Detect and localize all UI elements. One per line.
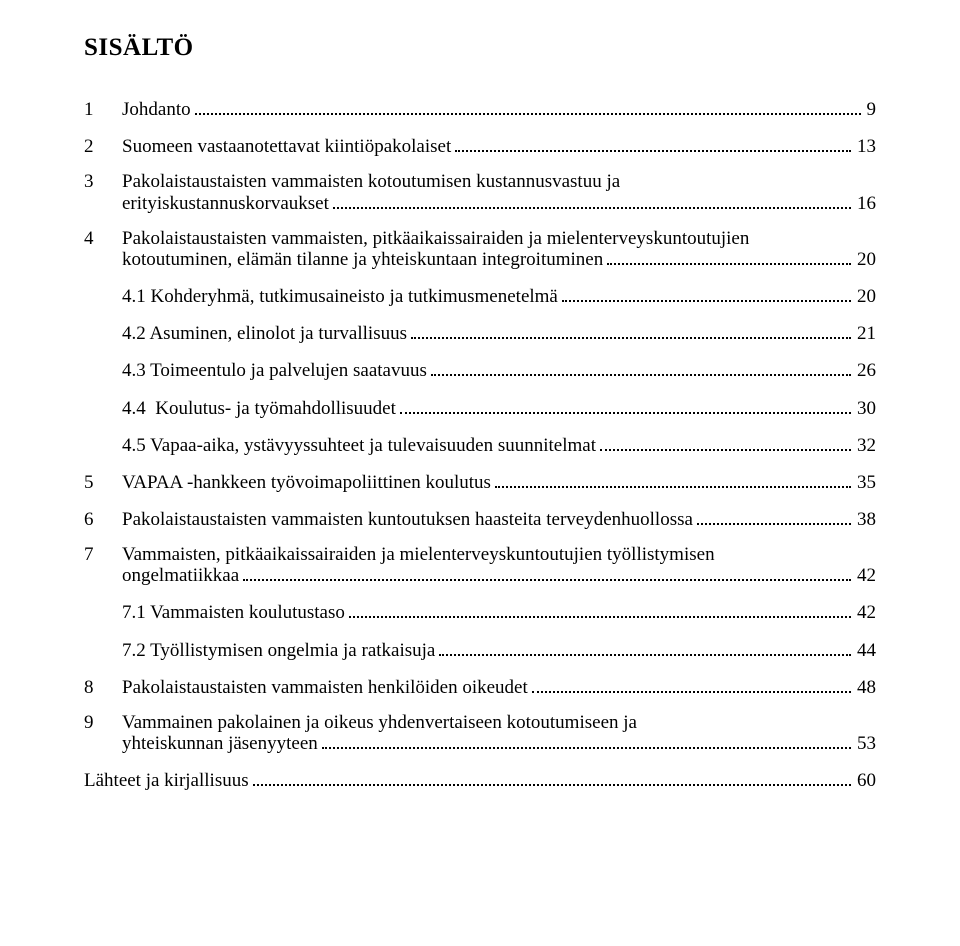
dot-leader [243, 564, 851, 581]
chapter-number: 1 [84, 100, 122, 119]
entry-text-line2: ongelmatiikkaa [122, 566, 239, 585]
chapter-number: 4 [84, 229, 122, 248]
dot-leader [322, 732, 851, 749]
entry-text: 4.2 Asuminen, elinolot ja turvallisuus [122, 324, 407, 343]
page-number: 13 [855, 137, 876, 156]
page-number: 20 [855, 287, 876, 306]
toc-entry: 2 Suomeen vastaanotettavat kiintiöpakola… [84, 135, 876, 156]
page-number: 48 [855, 678, 876, 697]
entry-text: 7.1 Vammaisten koulutustaso [122, 603, 345, 622]
dot-leader [607, 248, 851, 265]
toc-page: SISÄLTÖ 1 Johdanto 9 2 Suomeen vastaanot… [0, 0, 960, 946]
toc-entry: 8 Pakolaistaustaisten vammaisten henkilö… [84, 676, 876, 697]
dot-leader [431, 359, 851, 376]
page-number: 21 [855, 324, 876, 343]
toc-subentry: 4.1 Kohderyhmä, tutkimusaineisto ja tutk… [122, 285, 876, 306]
dot-leader [411, 322, 851, 339]
chapter-number: 9 [84, 713, 122, 732]
page-number: 60 [855, 771, 876, 790]
page-number: 9 [865, 100, 877, 119]
toc-entry: 1 Johdanto 9 [84, 98, 876, 119]
toc-subentry: 4.3 Toimeentulo ja palvelujen saatavuus … [122, 359, 876, 380]
toc-entry: 7 Vammaisten, pitkäaikaissairaiden ja mi… [84, 545, 876, 585]
page-number: 38 [855, 510, 876, 529]
entry-text: 4.5 Vapaa-aika, ystävyyssuhteet ja tulev… [122, 436, 596, 455]
toc-subentry: 7.1 Vammaisten koulutustaso 42 [122, 601, 876, 622]
toc-entry: 4 Pakolaistaustaisten vammaisten, pitkäa… [84, 229, 876, 269]
dot-leader [495, 471, 851, 488]
toc-entry: 3 Pakolaistaustaisten vammaisten kotoutu… [84, 172, 876, 212]
dot-leader [253, 769, 851, 786]
entry-text: Lähteet ja kirjallisuus [84, 771, 249, 790]
page-number: 26 [855, 361, 876, 380]
toc-subentry: 4.4 Koulutus- ja työmahdollisuudet 30 [122, 396, 876, 417]
entry-text-line1: Vammaisten, pitkäaikaissairaiden ja miel… [122, 545, 876, 564]
entry-text: VAPAA -hankkeen työvoimapoliittinen koul… [122, 473, 491, 492]
toc-entry: 6 Pakolaistaustaisten vammaisten kuntout… [84, 508, 876, 529]
dot-leader [455, 135, 851, 152]
toc-subentry: 4.5 Vapaa-aika, ystävyyssuhteet ja tulev… [122, 434, 876, 455]
entry-text-line2: kotoutuminen, elämän tilanne ja yhteisku… [122, 250, 603, 269]
page-number: 20 [855, 250, 876, 269]
dot-leader [195, 98, 861, 115]
entry-text: Johdanto [122, 100, 191, 119]
page-number: 53 [855, 734, 876, 753]
page-number: 44 [855, 641, 876, 660]
entry-text-line2: yhteiskunnan jäsenyyteen [122, 734, 318, 753]
toc-subentry: 7.2 Työllistymisen ongelmia ja ratkaisuj… [122, 638, 876, 659]
dot-leader [439, 638, 851, 655]
dot-leader [333, 191, 851, 208]
chapter-number: 7 [84, 545, 122, 564]
chapter-number: 6 [84, 510, 122, 529]
dot-leader [600, 434, 851, 451]
dot-leader [532, 676, 851, 693]
toc-subentry: 4.2 Asuminen, elinolot ja turvallisuus 2… [122, 322, 876, 343]
chapter-number: 3 [84, 172, 122, 191]
entry-text-line2: erityiskustannuskorvaukset [122, 194, 329, 213]
page-number: 30 [855, 399, 876, 418]
chapter-number: 8 [84, 678, 122, 697]
entry-text-line1: Vammainen pakolainen ja oikeus yhdenvert… [122, 713, 876, 732]
dot-leader [697, 508, 851, 525]
page-number: 32 [855, 436, 876, 455]
dot-leader [349, 601, 851, 618]
page-number: 42 [855, 603, 876, 622]
entry-text-line1: Pakolaistaustaisten vammaisten kotoutumi… [122, 172, 876, 191]
dot-leader [562, 285, 851, 302]
entry-text: Pakolaistaustaisten vammaisten kuntoutuk… [122, 510, 693, 529]
chapter-number: 2 [84, 137, 122, 156]
entry-text: 4.3 Toimeentulo ja palvelujen saatavuus [122, 361, 427, 380]
entry-text: Suomeen vastaanotettavat kiintiöpakolais… [122, 137, 451, 156]
entry-text: 4.1 Kohderyhmä, tutkimusaineisto ja tutk… [122, 287, 558, 306]
entry-text: 4.4 Koulutus- ja työmahdollisuudet [122, 399, 396, 418]
toc-entry: 9 Vammainen pakolainen ja oikeus yhdenve… [84, 713, 876, 753]
toc-entry: 5 VAPAA -hankkeen työvoimapoliittinen ko… [84, 471, 876, 492]
dot-leader [400, 396, 851, 413]
page-title: SISÄLTÖ [84, 34, 876, 62]
toc-entry: Lähteet ja kirjallisuus 60 [84, 769, 876, 790]
entry-text: 7.2 Työllistymisen ongelmia ja ratkaisuj… [122, 641, 435, 660]
page-number: 35 [855, 473, 876, 492]
entry-text: Pakolaistaustaisten vammaisten henkilöid… [122, 678, 528, 697]
entry-text-line1: Pakolaistaustaisten vammaisten, pitkäaik… [122, 229, 876, 248]
page-number: 16 [855, 194, 876, 213]
chapter-number: 5 [84, 473, 122, 492]
page-number: 42 [855, 566, 876, 585]
